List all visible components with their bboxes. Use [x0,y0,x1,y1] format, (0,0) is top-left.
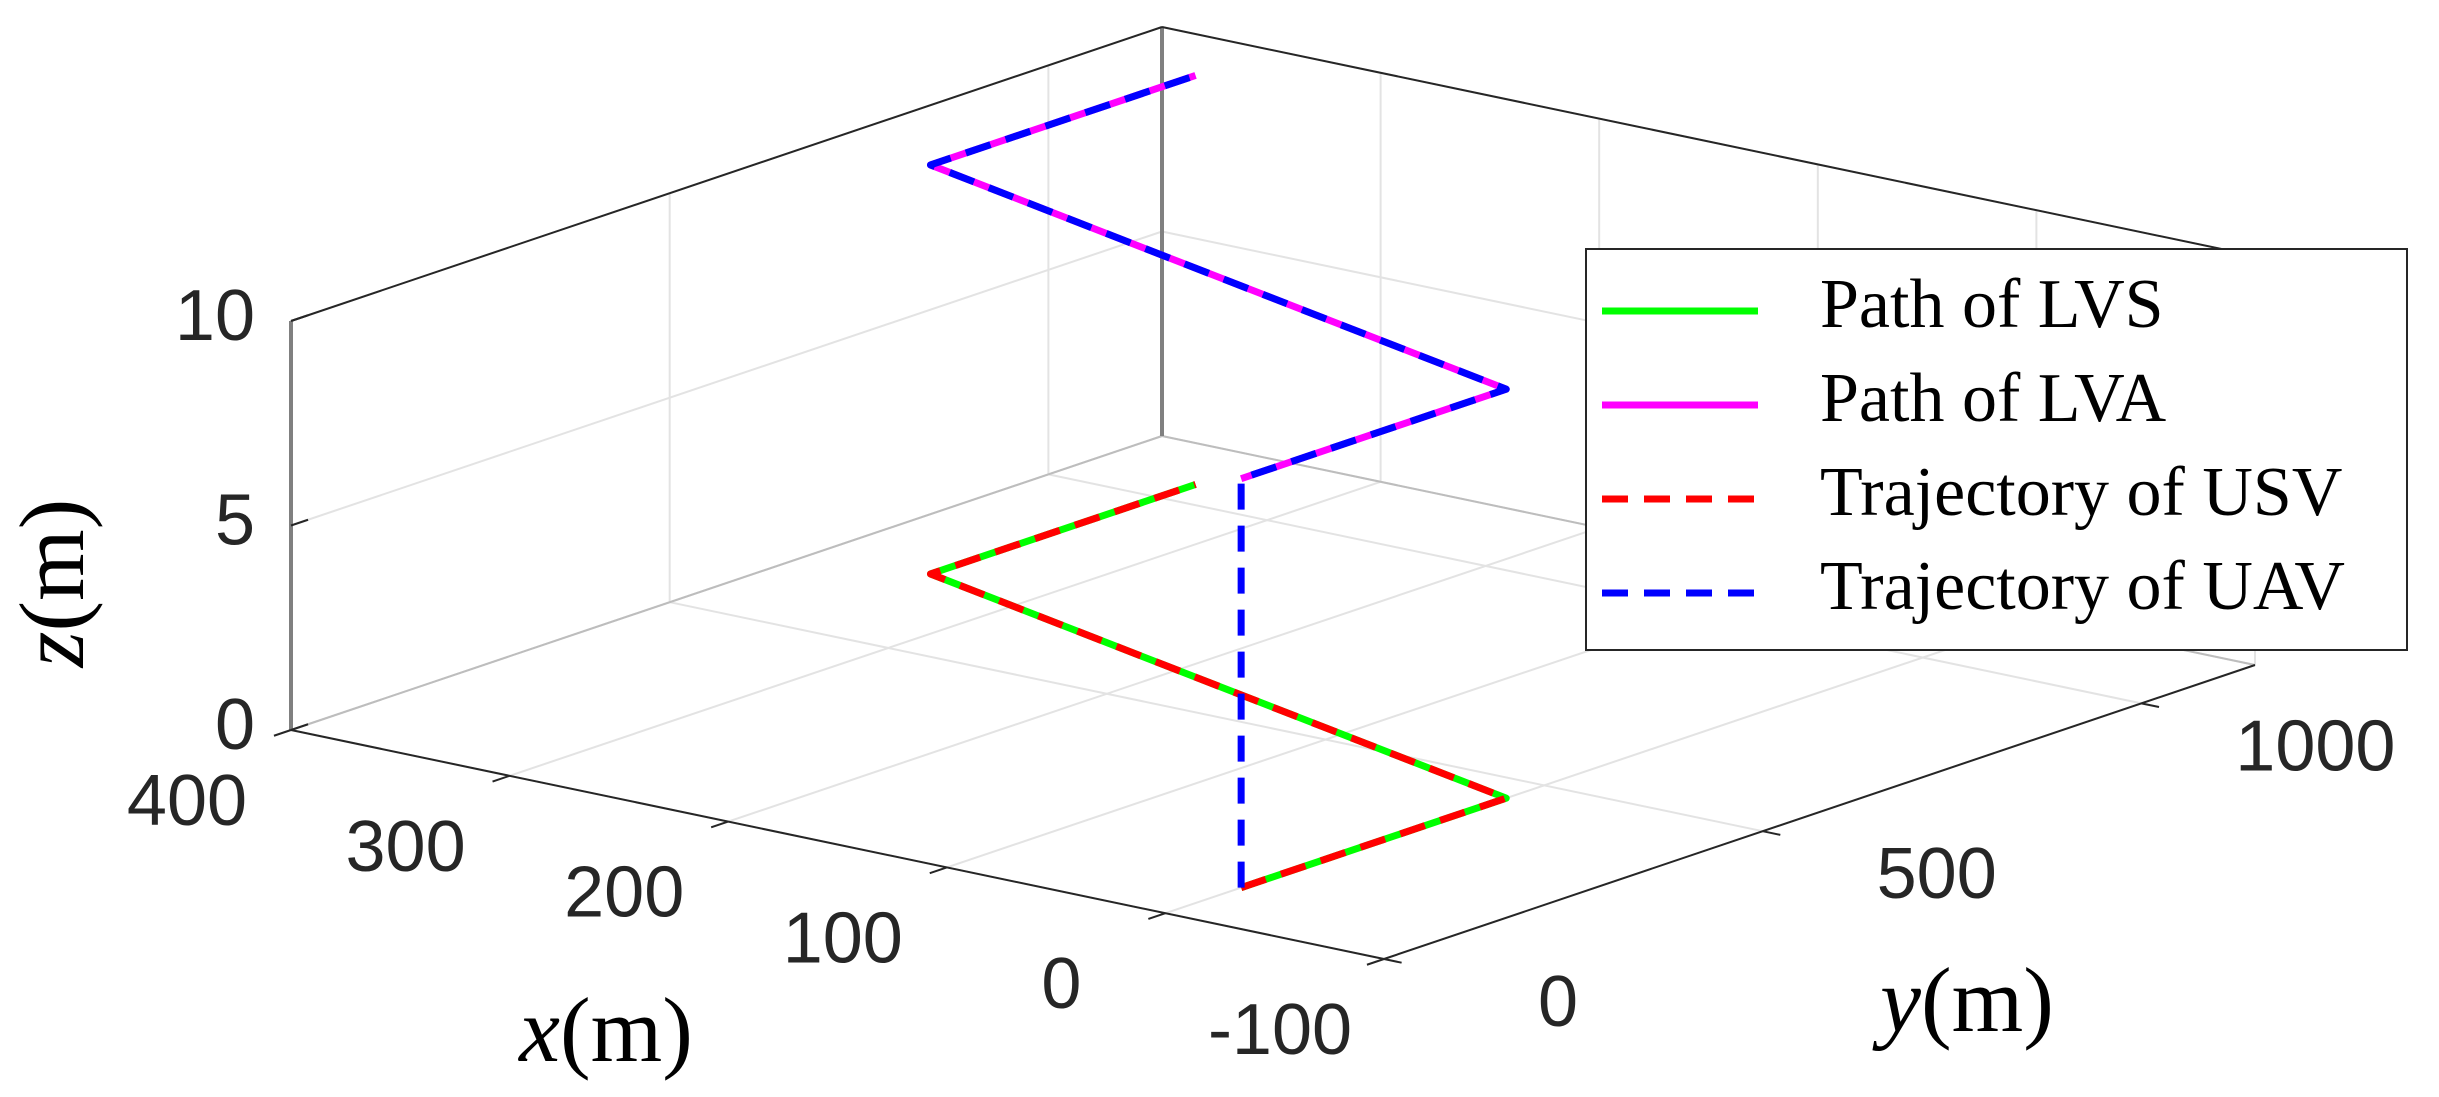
z-tick-label: 0 [215,685,255,765]
x-label-unit: (m) [560,979,693,1081]
x-tick-label: 0 [1041,944,1081,1024]
z-tick-label: 10 [175,276,255,356]
x-tick [273,729,292,737]
grid-line [669,601,1763,833]
grid-line [509,480,1381,777]
x-tick-label: 100 [783,898,903,978]
x-tick [1148,912,1166,920]
z-axis-label: z(m) [1,499,103,670]
z-label-var: z [1,632,103,670]
x-tick [492,774,510,783]
z-tick-label: 5 [215,481,255,561]
series-line [926,72,1510,888]
x-axis [290,729,1385,960]
z-tick [290,314,309,322]
x-tick-label: 400 [127,761,247,841]
legend-label: Path of LVA [1820,360,2167,437]
y-label-var: y [1872,949,1921,1051]
y-axis [1383,664,2256,960]
series-line [926,481,1510,891]
grid-line [727,526,1600,823]
legend-label: Trajectory of UAV [1820,548,2345,625]
x-tick-label: 200 [564,853,684,933]
x-label-var: x [517,979,560,1081]
y-axis-label: y(m) [1872,949,2054,1051]
z-tick [290,723,309,731]
z-tick [290,518,309,527]
legend: Path of LVS Path of LVA Trajectory of USV T… [1585,248,2408,651]
y-tick [1383,958,1402,964]
legend-label: Path of LVS [1820,266,2164,343]
x-tick-label: 300 [346,807,466,887]
x-tick [929,866,948,875]
y-tick [2141,702,2160,709]
y-tick-label: 1000 [2235,706,2395,786]
x-tick [710,820,729,829]
x-tick-label: -100 [1208,990,1352,1070]
box-edge [290,26,1163,322]
box-edge [1161,26,2256,257]
y-label-unit: (m) [1921,949,2054,1051]
legend-label: Trajectory of USV [1820,454,2342,531]
y-tick-label: 0 [1538,962,1578,1042]
x-axis-label: x(m) [517,979,693,1081]
z-label-unit: (m) [1,499,103,632]
box-edge [290,435,1163,731]
y-tick-label: 500 [1877,834,1997,914]
grid-line [290,230,1163,527]
legend-box [1585,248,2408,651]
y-tick [1762,830,1781,836]
x-tick [1366,958,1385,966]
